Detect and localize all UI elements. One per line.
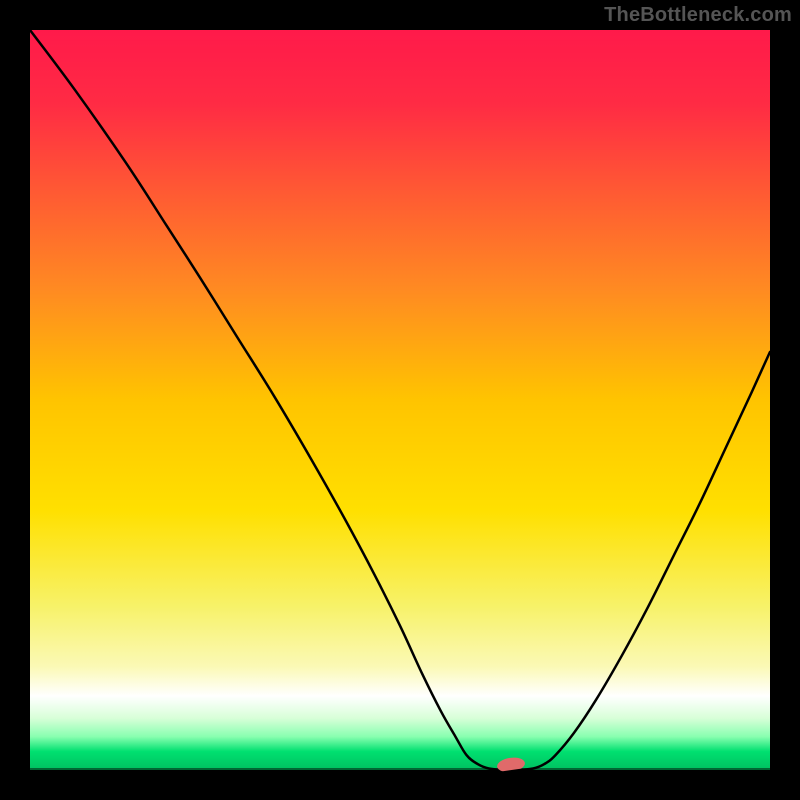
chart-svg xyxy=(0,0,800,800)
chart-container: TheBottleneck.com xyxy=(0,0,800,800)
plot-area xyxy=(30,30,770,770)
watermark-label: TheBottleneck.com xyxy=(604,4,792,27)
